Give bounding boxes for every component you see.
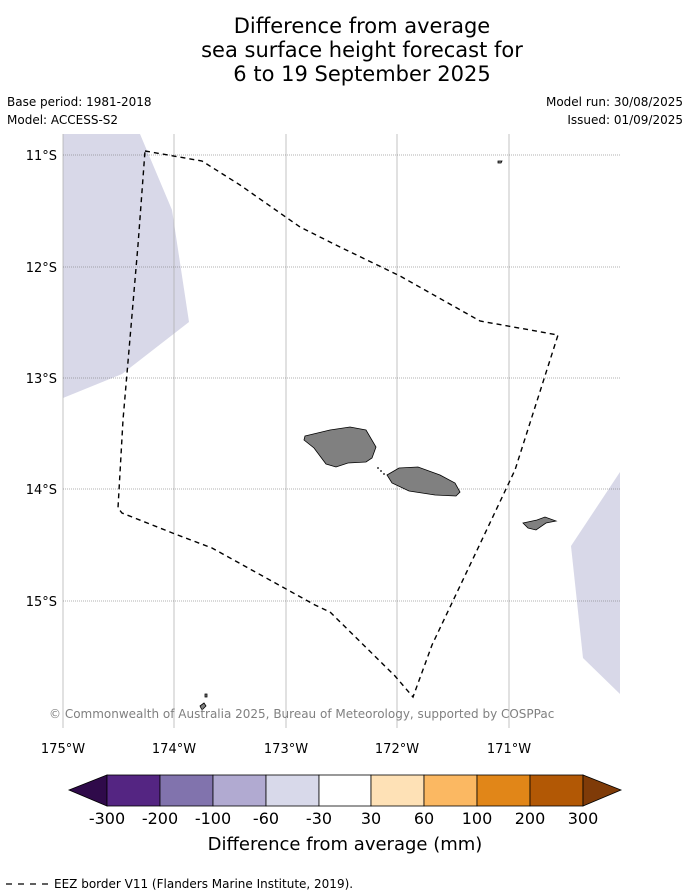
colorbar-tick-label: 100	[462, 809, 493, 828]
colorbar-tick-labels: -300 -200 -100 -60 -30 30 60 100 200 300	[89, 809, 598, 828]
colorbar-bin	[476, 774, 531, 807]
base-period-label: Base period: 1981-2018	[7, 95, 152, 109]
lat-tick-labels: 11°S 12°S 13°S 14°S 15°S	[26, 149, 57, 610]
lat-tick-label: 13°S	[26, 372, 57, 387]
colorbar-tick-label: -100	[195, 809, 231, 828]
colorbar-bin	[529, 774, 584, 807]
lat-tick-label: 12°S	[26, 261, 57, 276]
lon-tick-label: 173°W	[264, 742, 308, 757]
islet-dot-2	[380, 470, 382, 472]
lat-tick-label: 15°S	[26, 595, 57, 610]
lon-tick-label: 175°W	[41, 742, 85, 757]
gridlines	[62, 134, 510, 728]
model-run-label: Model run: 30/08/2025	[545, 95, 683, 109]
anomaly-area-southeast	[571, 472, 620, 694]
lat-tick-label: 11°S	[26, 149, 57, 164]
islet-north	[497, 160, 503, 164]
colorbar-bin	[159, 774, 214, 807]
title-line-2: sea surface height forecast for	[201, 38, 523, 62]
colorbar-tick-label: 60	[414, 809, 434, 828]
eez-legend-text: EEZ border V11 (Flanders Marine Institut…	[54, 877, 354, 891]
lon-tick-label: 174°W	[152, 742, 196, 757]
upolu-island	[386, 466, 461, 497]
anomaly-area-northwest	[63, 134, 189, 398]
islet-southwest	[199, 702, 207, 711]
lon-tick-label: 171°W	[487, 742, 531, 757]
islet-southwest-small	[204, 693, 208, 698]
lon-tick-labels: 175°W 174°W 173°W 172°W 171°W	[41, 742, 531, 757]
islet-dot-3	[383, 473, 385, 475]
land	[199, 160, 558, 711]
colorbar-bin	[265, 774, 320, 807]
colorbar-tick-label: -200	[142, 809, 178, 828]
colorbar-tick-label: -60	[253, 809, 279, 828]
tutuila-island	[522, 516, 558, 531]
colorbar-tick-label: 300	[568, 809, 599, 828]
copyright-text: © Commonwealth of Australia 2025, Bureau…	[49, 707, 554, 721]
lon-tick-label: 172°W	[375, 742, 419, 757]
colorbar-title: Difference from average (mm)	[208, 834, 483, 855]
title-line-1: Difference from average	[233, 14, 491, 38]
title-line-3: 6 to 19 September 2025	[233, 62, 491, 86]
anomaly-shading	[63, 134, 620, 694]
savaii-island	[303, 426, 377, 468]
model-label: Model: ACCESS-S2	[7, 113, 119, 127]
colorbar-extend-high	[582, 774, 623, 807]
issued-label: Issued: 01/09/2025	[567, 113, 683, 127]
colorbar-bin	[106, 774, 161, 807]
islet-dot-1	[377, 467, 379, 469]
map-title: Difference from average sea surface heig…	[0, 14, 690, 86]
colorbar-extend-low	[67, 774, 108, 807]
parallels	[63, 154, 620, 602]
colorbar	[67, 774, 623, 807]
colorbar-tick-label: -30	[306, 809, 332, 828]
eez-border	[117, 150, 559, 699]
colorbar-bin	[423, 774, 478, 807]
colorbar-tick-label: 30	[361, 809, 381, 828]
lat-tick-label: 14°S	[26, 483, 57, 498]
colorbar-bin	[370, 774, 425, 807]
colorbar-tick-label: -300	[89, 809, 125, 828]
colorbar-bin	[212, 774, 267, 807]
islet-dots	[377, 467, 385, 475]
colorbar-tick-label: 200	[515, 809, 546, 828]
colorbar-bin	[318, 774, 372, 807]
